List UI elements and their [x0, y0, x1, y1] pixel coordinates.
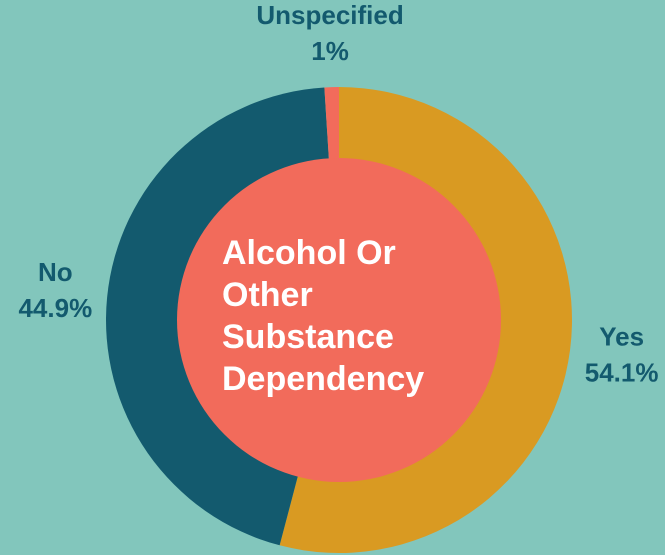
donut-center	[177, 158, 501, 482]
slice-label: Unspecified	[256, 0, 403, 30]
center-title: Alcohol Or Other Substance Dependency	[222, 234, 425, 398]
slice-label: Yes	[599, 321, 644, 351]
value-label: 54.1%	[585, 357, 659, 387]
slice-label: No	[38, 257, 73, 287]
value-label: 1%	[311, 36, 349, 66]
value-label: 44.9%	[18, 293, 92, 323]
